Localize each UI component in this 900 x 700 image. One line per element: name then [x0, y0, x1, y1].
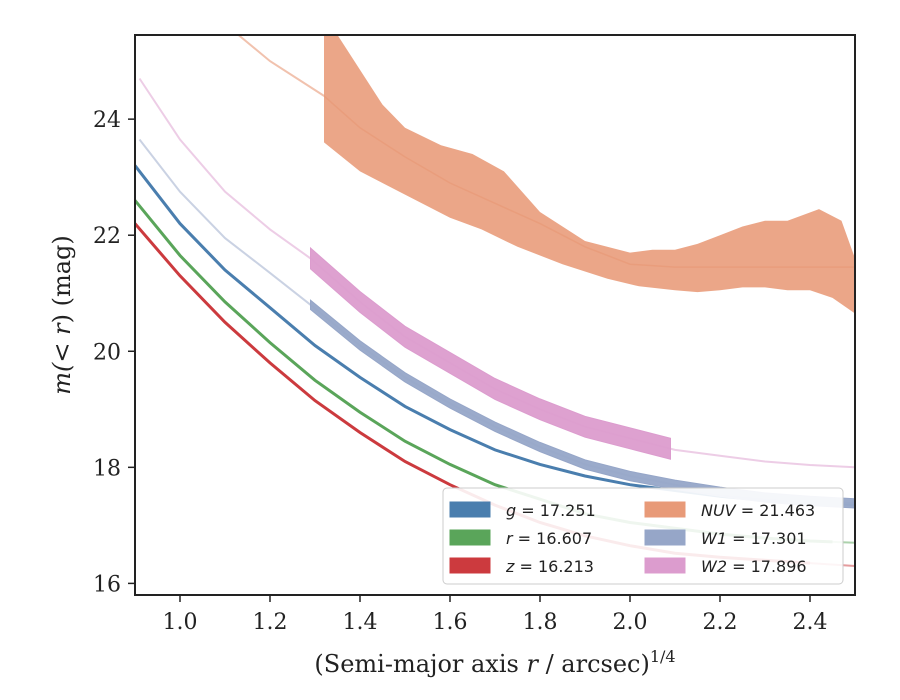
x-tick-label: 2.2 [703, 610, 738, 635]
w2-data-band [310, 246, 671, 460]
w1-data-band [310, 299, 855, 509]
legend-label-r: r = 16.607 [506, 529, 592, 548]
legend-label-g: g = 17.251 [506, 501, 596, 520]
y-tick-label: 22 [93, 224, 121, 249]
x-tick-label: 2.4 [793, 610, 828, 635]
x-tick-label: 2.0 [613, 610, 648, 635]
x-tick-label: 1.6 [433, 610, 468, 635]
y-axis-label: m(< r) (mag) [48, 235, 76, 395]
y-tick-label: 24 [93, 108, 121, 133]
legend-swatch-r [449, 529, 491, 546]
tick-layer: 1.0 1.2 1.4 1.6 1.8 2.0 2.2 2.4 16 18 20 22 24 [93, 108, 828, 635]
legend-swatch-w1 [644, 529, 686, 546]
y-tick-label: 18 [93, 456, 121, 481]
x-tick-label: 1.0 [163, 610, 198, 635]
legend-label-nuv: NUV = 21.463 [701, 501, 815, 520]
legend-swatch-z [449, 557, 491, 574]
y-tick-label: 20 [93, 340, 121, 365]
legend-label-w2: W2 = 17.896 [701, 557, 807, 576]
nuv-center-line [323, 95, 855, 268]
x-axis-label: (Semi-major axis r / arcsec)1/4 [314, 647, 675, 678]
legend-label-z: z = 16.213 [505, 557, 594, 576]
x-tick-label: 1.4 [343, 610, 378, 635]
legend-swatch-w2 [644, 557, 686, 574]
plot-frame [134, 34, 856, 596]
y-tick-label: 16 [93, 572, 121, 597]
nuv-model-curve [237, 35, 325, 97]
nuv-band [324, 35, 855, 314]
legend-label-w1: W1 = 17.301 [701, 529, 807, 548]
legend: g = 17.251 r = 16.607 z = 16.213 NUV = 21.4… [442, 487, 844, 585]
x-tick-label: 1.2 [253, 610, 288, 635]
legend-box [442, 487, 844, 585]
x-tick-label: 1.8 [523, 610, 558, 635]
legend-swatch-g [449, 501, 491, 518]
legend-swatch-nuv [644, 501, 686, 518]
